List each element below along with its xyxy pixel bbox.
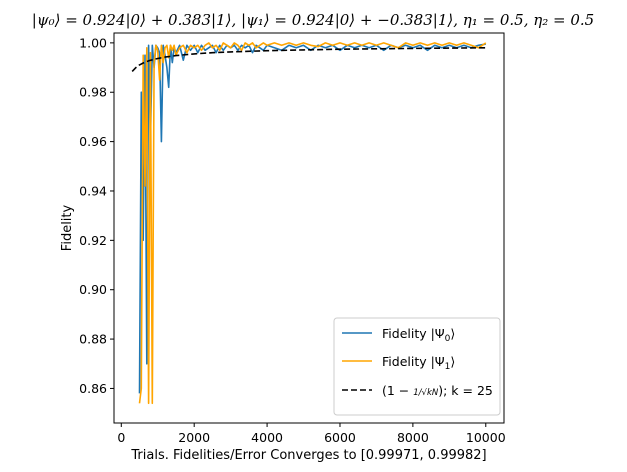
y-tick-label: 0.98	[79, 85, 107, 100]
x-tick-label: 8000	[397, 430, 429, 445]
plot-frame	[113, 32, 505, 424]
legend: Fidelity |Ψ0⟩ Fidelity |Ψ1⟩ (1 − 1/√kN); k…	[333, 317, 501, 416]
legend-label-0: Fidelity |Ψ0⟩	[382, 326, 455, 344]
x-axis-label: Trials. Fidelities/Error Converges to [0…	[130, 448, 486, 463]
y-tick-label: 0.96	[79, 134, 107, 149]
x-tick-label: 6000	[324, 430, 356, 445]
series-line-2	[131, 47, 486, 72]
legend-label-2: (1 − 1/√kN); k = 25	[382, 383, 493, 398]
series-line-1	[138, 42, 487, 405]
x-tick-label: 4000	[251, 430, 283, 445]
x-tick-label: 10000	[466, 430, 506, 445]
x-axis: 0 2000 4000 6000 8000 10000	[117, 423, 506, 445]
x-tick-label: 0	[117, 430, 125, 445]
legend-label-1: Fidelity |Ψ1⟩	[382, 354, 455, 372]
y-axis-label: Fidelity	[60, 204, 75, 251]
y-axis: 0.86 0.88 0.90 0.92 0.94 0.96 0.98 1.00	[79, 35, 114, 396]
chart-title: |ψ₀⟩ = 0.924|0⟩ + 0.383|1⟩, |ψ₁⟩ = 0.924…	[32, 11, 594, 29]
x-tick-label: 2000	[178, 430, 210, 445]
y-tick-label: 0.94	[79, 183, 107, 198]
y-tick-label: 0.88	[79, 332, 107, 347]
plot-area	[131, 42, 487, 405]
y-tick-label: 1.00	[79, 35, 107, 50]
y-tick-label: 0.86	[79, 381, 107, 396]
y-tick-label: 0.90	[79, 282, 107, 297]
y-tick-label: 0.92	[79, 233, 107, 248]
legend-box	[333, 317, 501, 416]
